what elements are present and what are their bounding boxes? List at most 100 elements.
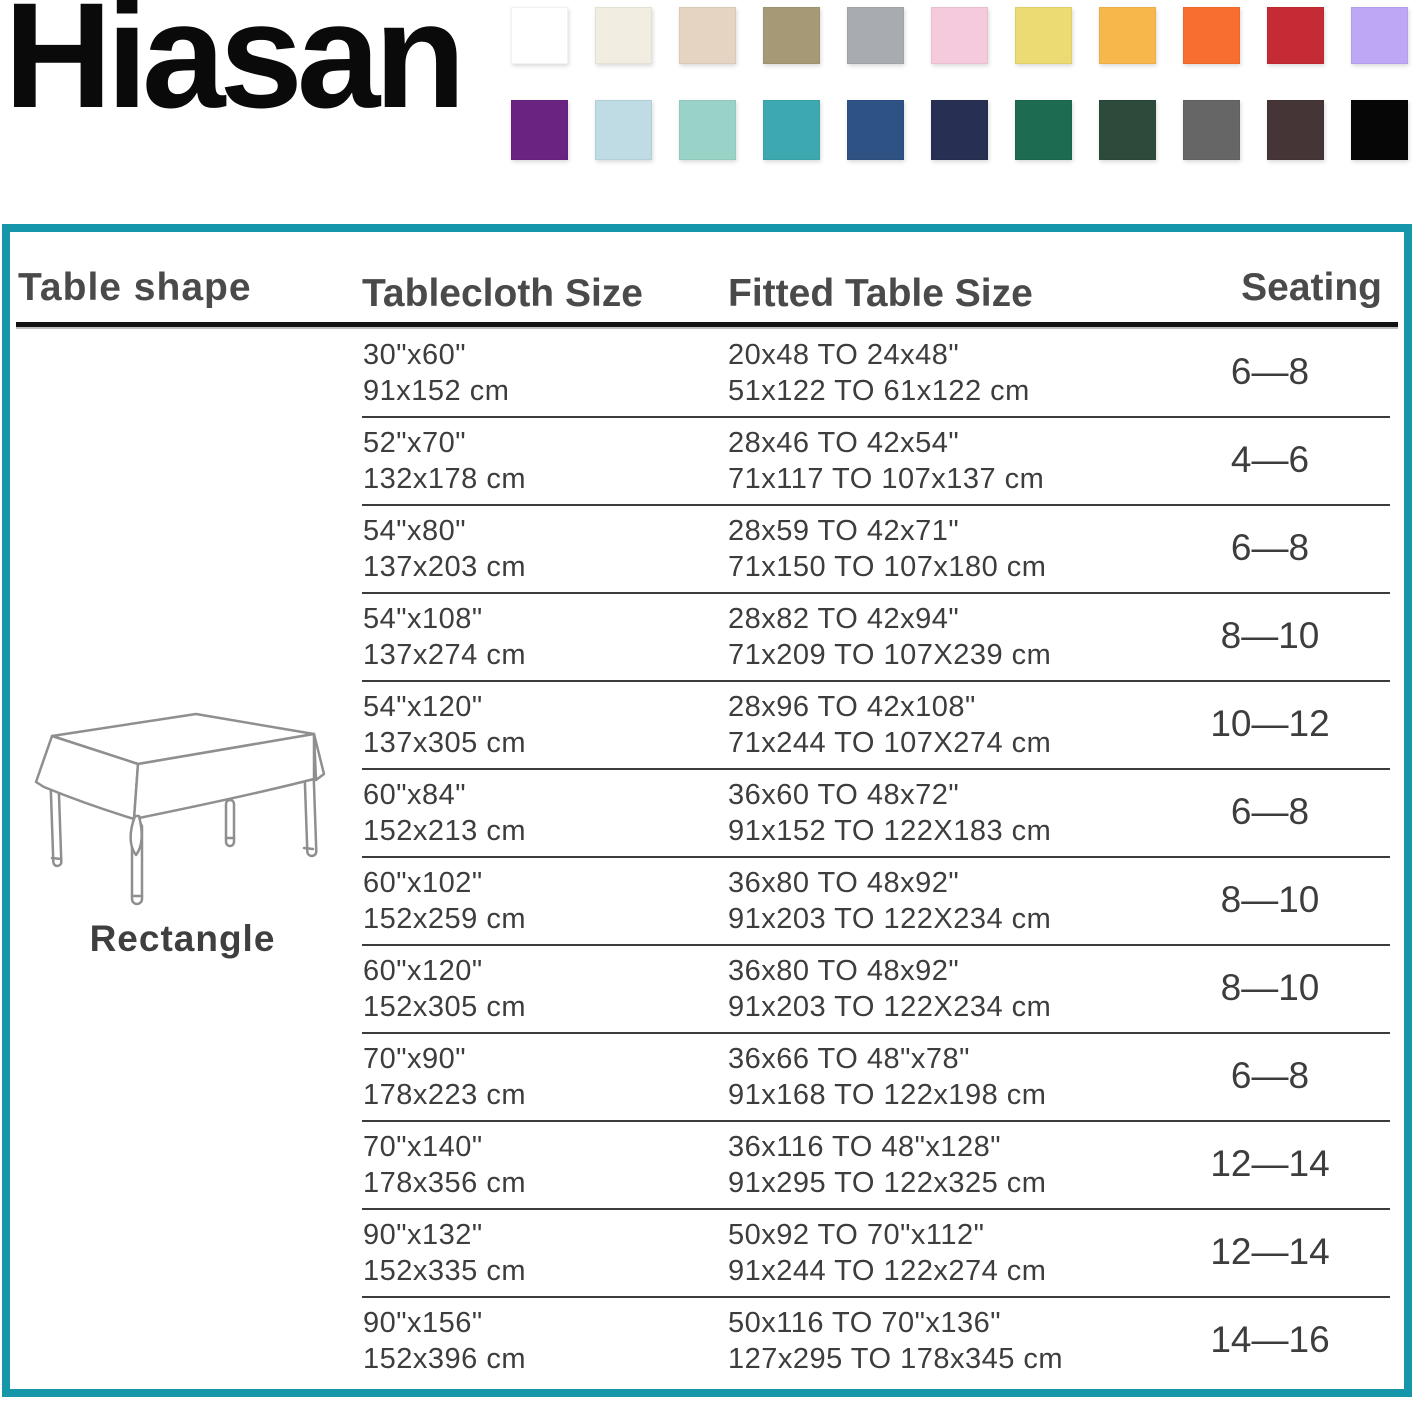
color-swatch (931, 7, 988, 64)
table-row: 70"x90" 178x223 cm 36x66 TO 48"x78" 91x1… (10, 1032, 1404, 1121)
tablecloth-size-cm: 152x259 cm (363, 903, 526, 935)
seating-capacity: 8—10 (1220, 615, 1320, 656)
seating-capacity: 6—8 (1230, 1055, 1310, 1096)
fitted-size-inches: 50x116 TO 70"x136" (728, 1307, 1002, 1339)
brand-logo: Hiasan (4, 0, 466, 139)
seating-capacity: 6—8 (1230, 351, 1310, 392)
tablecloth-size-cm: 178x223 cm (363, 1079, 526, 1111)
tablecloth-size-inches: 90"x132" (363, 1219, 483, 1251)
color-swatch (1099, 7, 1156, 64)
color-swatch (1015, 7, 1072, 64)
tablecloth-size-inches: 60"x120" (363, 955, 483, 987)
fitted-size-inches: 28x82 TO 42x94" (728, 603, 960, 635)
fitted-size-cm: 91x168 TO 122x198 cm (728, 1079, 1047, 1111)
color-swatch-grid (511, 7, 1408, 160)
fitted-size-cm: 51x122 TO 61x122 cm (728, 375, 1030, 407)
fitted-size-cm: 91x295 TO 122x325 cm (728, 1167, 1047, 1199)
seating-capacity: 6—8 (1230, 791, 1310, 832)
table-row: 52"x70" 132x178 cm 28x46 TO 42x54" 71x11… (10, 416, 1404, 505)
seating-capacity: 8—10 (1220, 879, 1320, 920)
color-swatch (679, 7, 736, 64)
fitted-size-cm: 71x244 TO 107X274 cm (728, 727, 1052, 759)
tablecloth-size-cm: 152x305 cm (363, 991, 526, 1023)
table-row: 54"x108" 137x274 cm 28x82 TO 42x94" 71x2… (10, 592, 1404, 681)
tablecloth-size-inches: 54"x120" (363, 691, 483, 723)
fitted-size-inches: 28x46 TO 42x54" (728, 427, 960, 459)
color-swatch (931, 100, 988, 160)
size-chart: Table shape Tablecloth Size Fitted Table… (2, 224, 1412, 1397)
fitted-size-cm: 91x203 TO 122X234 cm (728, 991, 1052, 1023)
tablecloth-size-cm: 152x335 cm (363, 1255, 526, 1287)
tablecloth-size-inches: 30"x60" (363, 339, 467, 371)
swatch-row-2 (511, 100, 1408, 160)
header-divider (16, 322, 1398, 327)
tablecloth-size-cm: 178x356 cm (363, 1167, 526, 1199)
color-swatch (1267, 7, 1324, 64)
fitted-size-cm: 71x117 TO 107x137 cm (728, 463, 1045, 495)
fitted-size-inches: 36x80 TO 48x92" (728, 867, 960, 899)
color-swatch (847, 7, 904, 64)
color-swatch (847, 100, 904, 160)
tablecloth-size-cm: 152x396 cm (363, 1343, 526, 1375)
seating-capacity: 12—14 (1210, 1143, 1330, 1184)
table-row: 54"x120" 137x305 cm 28x96 TO 42x108" 71x… (10, 680, 1404, 769)
header-fitted-table-size: Fitted Table Size (728, 272, 1033, 315)
tablecloth-size-inches: 54"x108" (363, 603, 483, 635)
tablecloth-size-cm: 137x274 cm (363, 639, 526, 671)
header-table-shape: Table shape (18, 266, 252, 309)
color-swatch (595, 100, 652, 160)
header-seating: Seating (1241, 266, 1382, 309)
fitted-size-inches: 36x60 TO 48x72" (728, 779, 960, 811)
tablecloth-size-cm: 137x203 cm (363, 551, 526, 583)
seating-capacity: 12—14 (1210, 1231, 1330, 1272)
table-row: 90"x156" 152x396 cm 50x116 TO 70"x136" 1… (10, 1296, 1404, 1385)
header-tablecloth-size: Tablecloth Size (362, 272, 643, 315)
tablecloth-size-cm: 137x305 cm (363, 727, 526, 759)
seating-capacity: 14—16 (1210, 1319, 1330, 1360)
table-row: 60"x84" 152x213 cm 36x60 TO 48x72" 91x15… (10, 768, 1404, 857)
tablecloth-size-inches: 70"x90" (363, 1043, 467, 1075)
color-swatch (1351, 100, 1408, 160)
fitted-size-inches: 20x48 TO 24x48" (728, 339, 960, 371)
tablecloth-size-cm: 132x178 cm (363, 463, 526, 495)
tablecloth-size-inches: 52"x70" (363, 427, 467, 459)
tablecloth-size-inches: 70"x140" (363, 1131, 483, 1163)
color-swatch (1267, 100, 1324, 160)
color-swatch (511, 100, 568, 160)
fitted-size-cm: 91x152 TO 122X183 cm (728, 815, 1052, 847)
color-swatch (679, 100, 736, 160)
seating-capacity: 8—10 (1220, 967, 1320, 1008)
color-swatch (1183, 100, 1240, 160)
color-swatch (763, 100, 820, 160)
seating-capacity: 6—8 (1230, 527, 1310, 568)
table-row: 54"x80" 137x203 cm 28x59 TO 42x71" 71x15… (10, 504, 1404, 593)
seating-capacity: 10—12 (1210, 703, 1330, 744)
color-swatch (511, 7, 568, 64)
table-row: 90"x132" 152x335 cm 50x92 TO 70"x112" 91… (10, 1208, 1404, 1297)
fitted-size-cm: 91x203 TO 122X234 cm (728, 903, 1052, 935)
fitted-size-cm: 71x209 TO 107X239 cm (728, 639, 1052, 671)
swatch-row-1 (511, 7, 1408, 64)
fitted-size-cm: 91x244 TO 122x274 cm (728, 1255, 1047, 1287)
fitted-size-inches: 36x66 TO 48"x78" (728, 1043, 970, 1075)
fitted-size-cm: 127x295 TO 178x345 cm (728, 1343, 1064, 1375)
tablecloth-size-inches: 60"x84" (363, 779, 467, 811)
table-row: 60"x102" 152x259 cm 36x80 TO 48x92" 91x2… (10, 856, 1404, 945)
fitted-size-cm: 71x150 TO 107x180 cm (728, 551, 1047, 583)
fitted-size-inches: 50x92 TO 70"x112" (728, 1219, 985, 1251)
color-swatch (763, 7, 820, 64)
color-swatch (1015, 100, 1072, 160)
fitted-size-inches: 36x80 TO 48x92" (728, 955, 960, 987)
fitted-size-inches: 36x116 TO 48"x128" (728, 1131, 1002, 1163)
tablecloth-size-inches: 54"x80" (363, 515, 467, 547)
fitted-size-inches: 28x59 TO 42x71" (728, 515, 960, 547)
table-row: 60"x120" 152x305 cm 36x80 TO 48x92" 91x2… (10, 944, 1404, 1033)
color-swatch (1099, 100, 1156, 160)
color-swatch (595, 7, 652, 64)
tablecloth-size-inches: 60"x102" (363, 867, 483, 899)
seating-capacity: 4—6 (1230, 439, 1310, 480)
rectangle-table-icon (18, 674, 328, 914)
fitted-size-inches: 28x96 TO 42x108" (728, 691, 976, 723)
tablecloth-size-cm: 152x213 cm (363, 815, 526, 847)
